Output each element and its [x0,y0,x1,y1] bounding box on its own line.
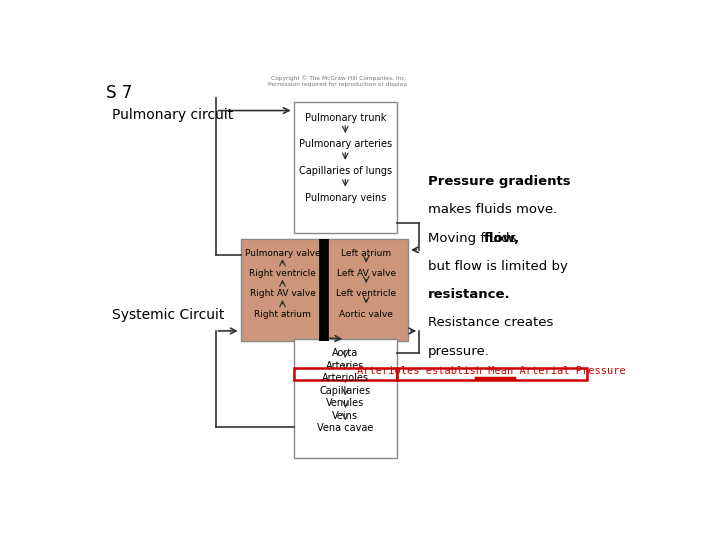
Text: makes fluids move.: makes fluids move. [428,203,557,216]
Text: Left ventricle: Left ventricle [336,289,396,299]
Text: Pulmonary circuit: Pulmonary circuit [112,109,233,123]
Text: S 7: S 7 [106,84,132,102]
Text: Aorta: Aorta [332,348,359,359]
Text: Copyright © The McGraw-Hill Companies, Inc.
Permission required for reproduction: Copyright © The McGraw-Hill Companies, I… [269,75,408,86]
Text: Arterioles establish Mean Arterial Pressure: Arterioles establish Mean Arterial Press… [357,366,626,376]
Text: resistance.: resistance. [428,288,510,301]
Text: Right ventricle: Right ventricle [249,269,316,278]
Text: Arterioles: Arterioles [322,373,369,383]
Text: Right atrium: Right atrium [254,310,311,319]
Bar [294,102,397,233]
Text: Aortic valve: Aortic valve [339,310,393,319]
Text: Capillaries of lungs: Capillaries of lungs [299,166,392,176]
Text: Left AV valve: Left AV valve [337,269,396,278]
Text: flow,: flow, [484,232,520,245]
Text: Pulmonary trunk: Pulmonary trunk [305,113,386,123]
Text: Systemic Circuit: Systemic Circuit [112,308,225,322]
Text: Veins: Veins [333,411,359,421]
Bar [294,368,397,380]
Text: Vena cavae: Vena cavae [317,423,374,433]
Text: Pulmonary valve: Pulmonary valve [245,248,320,258]
Text: Resistance creates: Resistance creates [428,316,553,329]
Text: but flow is limited by: but flow is limited by [428,260,567,273]
Text: Pulmonary arteries: Pulmonary arteries [299,139,392,150]
Text: Pulmonary veins: Pulmonary veins [305,193,386,203]
Text: Capillaries: Capillaries [320,386,371,396]
Text: Pressure gradients: Pressure gradients [428,175,570,188]
Bar [240,239,408,341]
Text: Venules: Venules [326,399,364,408]
Text: Right AV valve: Right AV valve [250,289,315,299]
Bar [397,368,587,380]
Bar [294,339,397,458]
Text: pressure.: pressure. [428,345,490,357]
Text: Arteries: Arteries [326,361,364,371]
Text: Arterioles: Arterioles [322,373,369,383]
Text: Left atrium: Left atrium [341,248,391,258]
Text: Moving fluids: Moving fluids [428,232,521,245]
